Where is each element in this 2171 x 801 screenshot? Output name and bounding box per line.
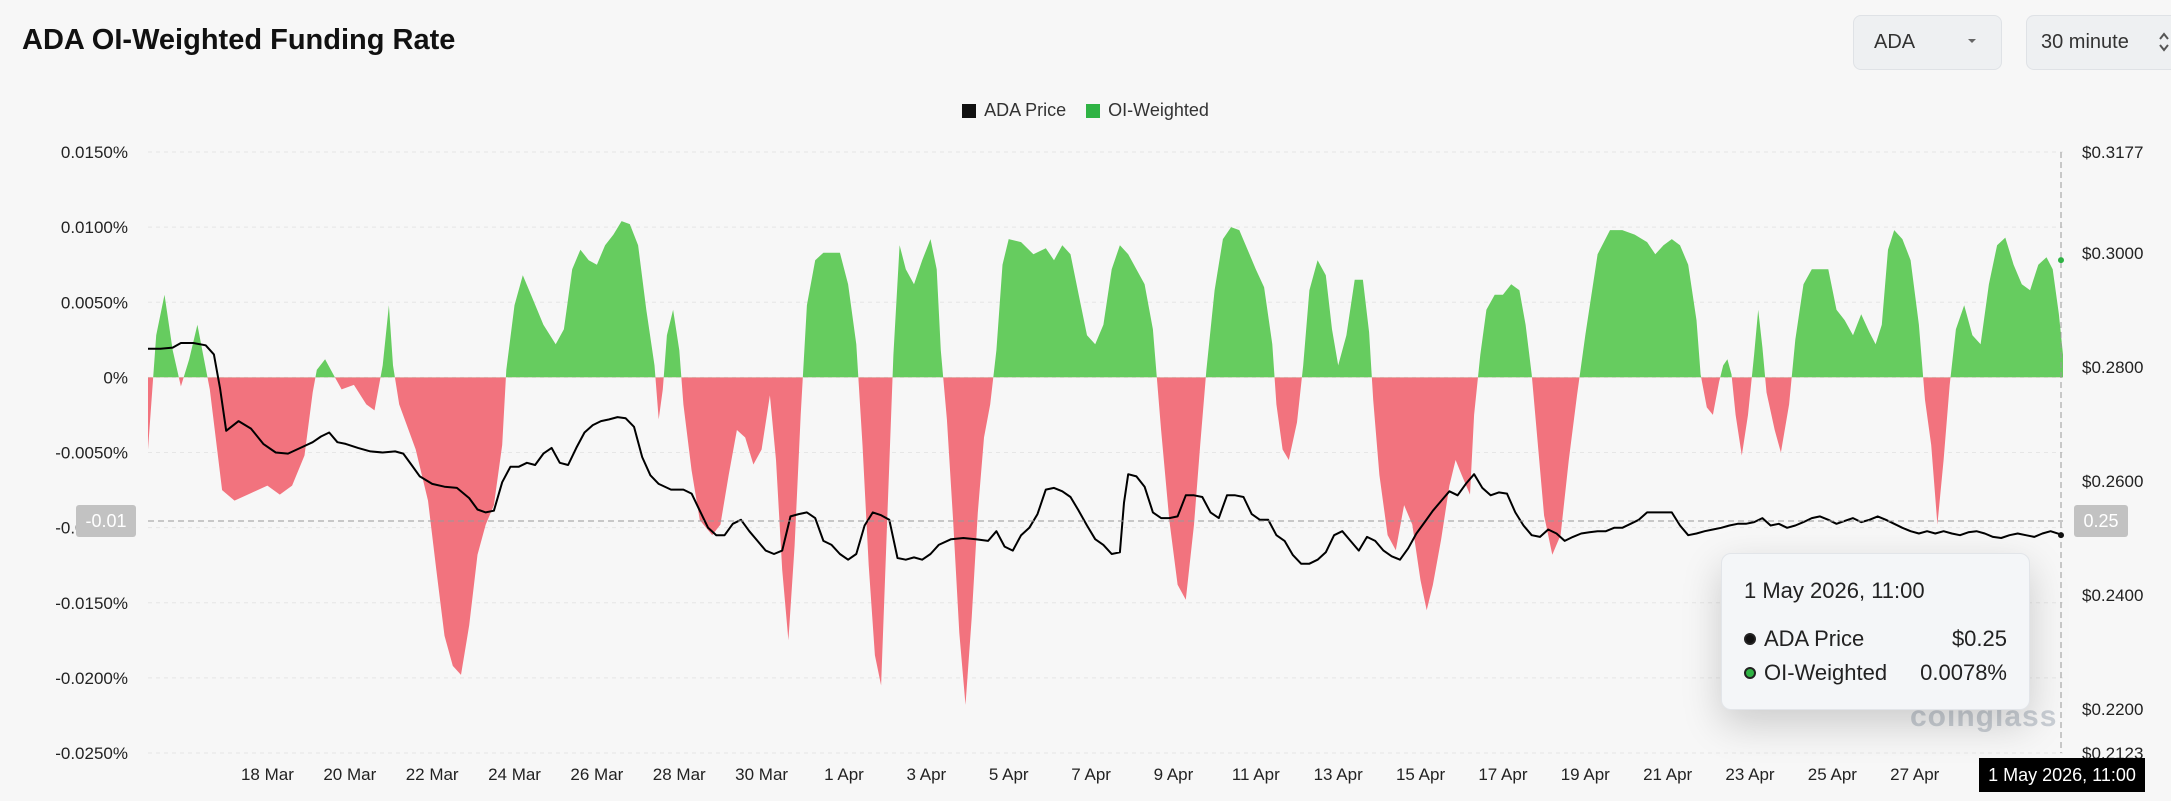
x-tick-label: 13 Apr bbox=[1314, 765, 1363, 784]
x-tick-label: 19 Apr bbox=[1561, 765, 1610, 784]
crosshair-right-label: 0.25 bbox=[2074, 505, 2128, 537]
crosshair-point-price bbox=[2058, 532, 2064, 539]
tooltip-name-oi: OI-Weighted bbox=[1764, 660, 1888, 685]
x-tick-label: 27 Apr bbox=[1890, 765, 1939, 784]
legend-swatch-price bbox=[962, 103, 977, 118]
y-left-tick-label: -0.0150% bbox=[55, 594, 128, 613]
x-tick-label: 7 Apr bbox=[1071, 765, 1111, 784]
legend-item-price[interactable]: ADA Price bbox=[962, 100, 1066, 121]
y-right-tick-label: $0.2200 bbox=[2082, 700, 2143, 719]
x-tick-label: 18 Mar bbox=[241, 765, 294, 784]
y-right-tick-label: $0.2600 bbox=[2082, 472, 2143, 491]
legend-item-oi[interactable]: OI-Weighted bbox=[1086, 100, 1209, 121]
tooltip-row-price: ADA Price $0.25 bbox=[1744, 626, 2007, 652]
x-tick-label: 17 Apr bbox=[1478, 765, 1527, 784]
tooltip-name-price: ADA Price bbox=[1764, 626, 1865, 651]
y-right-tick-label: $0.2400 bbox=[2082, 586, 2143, 605]
x-tick-label: 21 Apr bbox=[1643, 765, 1692, 784]
y-left-tick-label: 0.0050% bbox=[61, 293, 128, 312]
x-tick-label: 11 Apr bbox=[1232, 765, 1280, 784]
x-tick-label: 9 Apr bbox=[1154, 765, 1194, 784]
tooltip-value-oi: 0.0078% bbox=[1920, 660, 2007, 685]
y-left-tick-label: -0.0050% bbox=[55, 444, 128, 463]
legend-label-price: ADA Price bbox=[984, 100, 1067, 120]
x-tick-label: 1 Apr bbox=[824, 765, 864, 784]
x-tick-label: 5 Apr bbox=[989, 765, 1029, 784]
x-tick-label: 3 Apr bbox=[907, 765, 947, 784]
symbol-select-value: ADA bbox=[1874, 31, 1916, 53]
x-tick-label: 30 Mar bbox=[735, 765, 788, 784]
page-title: ADA OI-Weighted Funding Rate bbox=[22, 24, 456, 56]
crosshair-left-label: -0.01 bbox=[76, 505, 136, 537]
x-tick-label: 20 Mar bbox=[323, 765, 376, 784]
y-left-tick-label: 0.0100% bbox=[61, 218, 128, 237]
interval-select-value: 30 minute bbox=[2041, 31, 2129, 53]
y-left-tick-label: 0% bbox=[103, 368, 128, 387]
symbol-select[interactable]: ADA bbox=[1853, 15, 2002, 70]
crosshair-point-oi bbox=[2058, 257, 2064, 264]
legend-swatch-oi bbox=[1086, 103, 1101, 118]
x-tick-label: 25 Apr bbox=[1808, 765, 1857, 784]
y-right-tick-label: $0.2800 bbox=[2082, 358, 2143, 377]
tooltip-row-oi: OI-Weighted 0.0078% bbox=[1744, 660, 2007, 686]
tooltip-dot-oi bbox=[1744, 667, 1756, 679]
x-tick-label: 23 Apr bbox=[1725, 765, 1774, 784]
chart-legend: ADA Price OI-Weighted bbox=[0, 100, 2171, 121]
y-left-tick-label: 0.0150% bbox=[61, 143, 128, 162]
x-tick-label: 24 Mar bbox=[488, 765, 541, 784]
price-line bbox=[148, 342, 2064, 565]
y-right-tick-label: $0.3000 bbox=[2082, 244, 2143, 263]
chevron-updown-icon bbox=[2159, 32, 2169, 52]
x-tick-label: 22 Mar bbox=[406, 765, 459, 784]
y-left-tick-label: -0.0200% bbox=[55, 669, 128, 688]
tooltip-dot-price bbox=[1744, 633, 1756, 645]
crosshair-x-label: 1 May 2026, 11:00 bbox=[1979, 758, 2145, 792]
x-tick-label: 15 Apr bbox=[1396, 765, 1445, 784]
funding-area-positive bbox=[153, 221, 2063, 378]
interval-select[interactable]: 30 minute bbox=[2026, 15, 2171, 70]
chart-tooltip: 1 May 2026, 11:00 ADA Price $0.25 OI-Wei… bbox=[1721, 553, 2030, 710]
y-right-tick-label: $0.3177 bbox=[2082, 143, 2143, 162]
tooltip-value-price: $0.25 bbox=[1951, 626, 2007, 651]
caret-down-icon bbox=[1968, 39, 1976, 43]
y-left-tick-label: -0.0250% bbox=[55, 744, 128, 763]
x-tick-label: 26 Mar bbox=[570, 765, 623, 784]
legend-label-oi: OI-Weighted bbox=[1108, 100, 1209, 120]
x-tick-label: 28 Mar bbox=[653, 765, 706, 784]
tooltip-date: 1 May 2026, 11:00 bbox=[1744, 578, 1925, 603]
